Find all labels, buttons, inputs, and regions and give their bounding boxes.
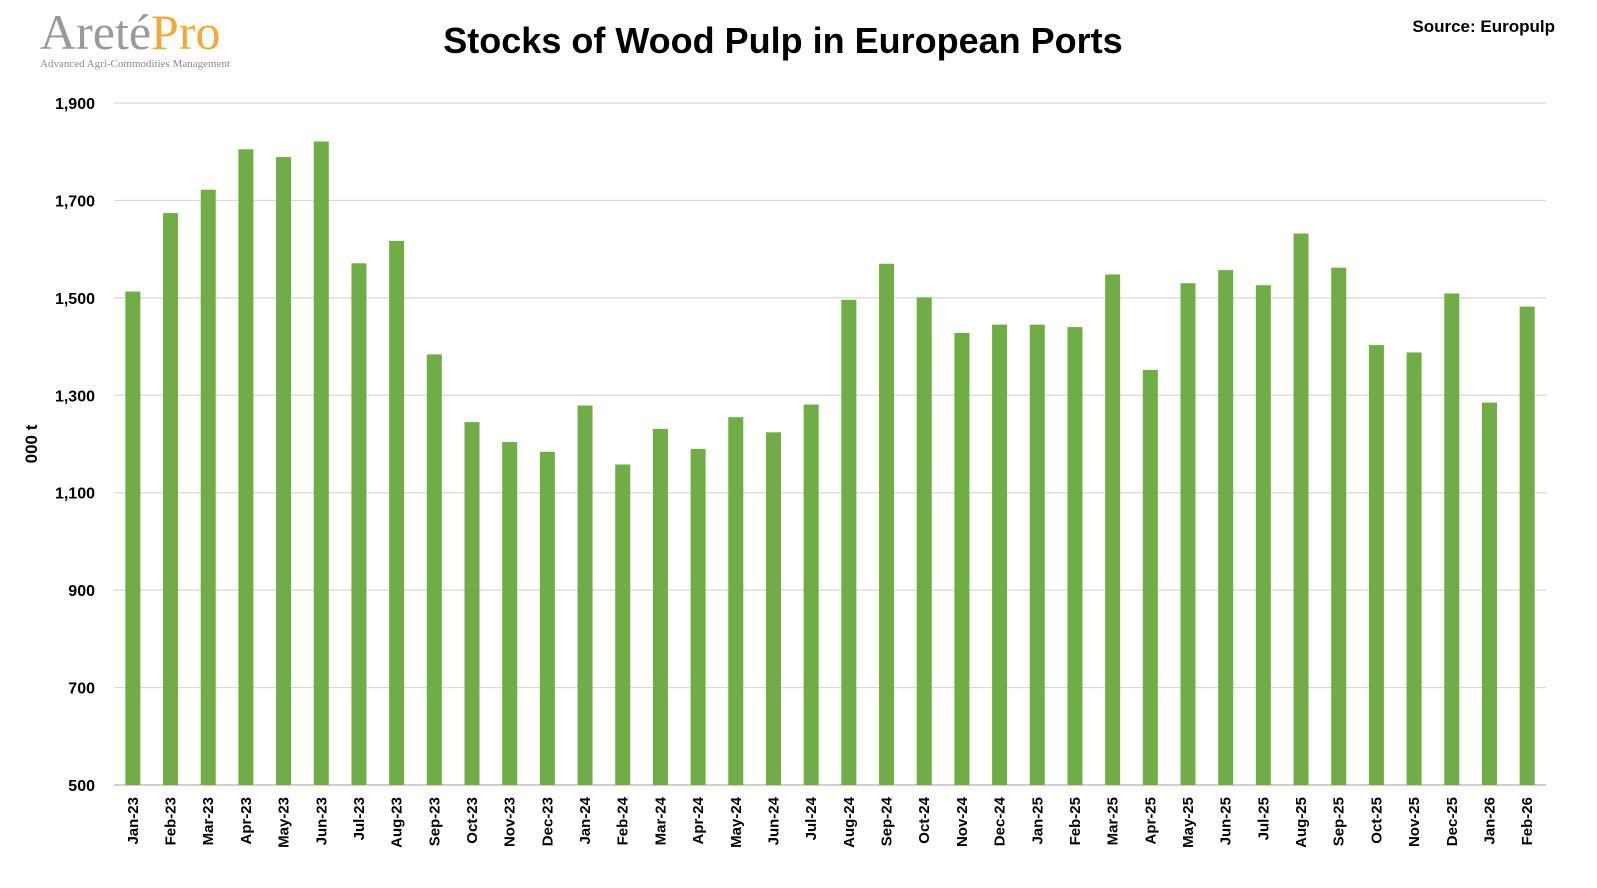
x-tick-label: Apr-25	[1142, 797, 1159, 845]
bar	[1255, 285, 1271, 785]
bar	[1519, 306, 1535, 785]
bar	[916, 297, 932, 785]
x-tick-label: Oct-25	[1368, 797, 1385, 844]
logo-arete-text: Areté	[40, 4, 152, 60]
bar	[765, 432, 781, 785]
x-tick-label: Aug-23	[389, 797, 406, 848]
bar	[803, 404, 819, 785]
x-tick-label: Jun-25	[1218, 797, 1235, 845]
x-tick-label: Nov-24	[954, 796, 971, 847]
bar	[389, 240, 405, 785]
bar	[1180, 283, 1196, 785]
x-tick-label: Jan-24	[577, 796, 594, 844]
bar	[351, 263, 367, 785]
x-tick-label: Dec-24	[992, 796, 1009, 846]
x-tick-label: Jul-25	[1255, 797, 1272, 840]
x-tick-label: Feb-23	[163, 797, 180, 845]
x-tick-label: Oct-24	[916, 796, 933, 843]
x-tick-label: Apr-23	[238, 797, 255, 845]
logo-pro-text: Pro	[151, 4, 221, 60]
x-tick-label: Jan-26	[1481, 797, 1498, 845]
bar	[690, 448, 706, 785]
bar	[539, 451, 555, 785]
x-tick-label: Jan-23	[125, 797, 142, 845]
x-tick-label: Mar-24	[652, 796, 669, 845]
bar	[1142, 369, 1158, 785]
x-tick-label: Mar-25	[1105, 797, 1122, 845]
chart-title: Stocks of Wood Pulp in European Ports	[443, 20, 1123, 61]
x-tick-label: Jun-23	[313, 797, 330, 845]
x-tick-label: Apr-24	[690, 796, 707, 844]
x-tick-label: Oct-23	[464, 797, 481, 844]
bar	[313, 141, 329, 786]
gridlines	[114, 102, 1546, 786]
bar	[879, 263, 895, 785]
x-tick-label: Dec-23	[539, 797, 556, 846]
x-tick-label: Aug-25	[1293, 797, 1310, 848]
bar	[652, 428, 668, 785]
bar	[276, 157, 292, 785]
y-axis-ticks: 500 700 900 1,100 1,300 1,500 1,700 1,900	[55, 96, 95, 795]
logo-tagline: Advanced Agri-Commodities Management	[40, 58, 231, 70]
bar	[1481, 402, 1497, 785]
y-tick-label: 1,700	[55, 193, 95, 210]
bar	[954, 332, 970, 785]
bar	[163, 213, 179, 785]
x-tick-label: Sep-24	[879, 796, 896, 846]
x-tick-label: Aug-24	[841, 796, 858, 847]
x-tick-label: May-24	[728, 796, 745, 848]
x-tick-label: Feb-24	[615, 796, 632, 845]
bar	[577, 405, 593, 785]
bar	[1444, 293, 1460, 785]
bar	[1029, 324, 1045, 785]
logo-wordmark: AretéPro	[40, 6, 221, 58]
x-tick-label: Nov-25	[1406, 797, 1423, 847]
y-tick-label: 1,500	[55, 291, 95, 308]
bar	[992, 324, 1008, 785]
aretepro-logo: AretéPro Advanced Agri-Commodities Manag…	[40, 6, 290, 70]
x-tick-label: Jul-23	[351, 797, 368, 840]
bar	[125, 291, 141, 785]
x-tick-label: May-23	[276, 797, 293, 848]
y-tick-label: 1,100	[55, 486, 95, 503]
bar	[728, 417, 744, 785]
bar	[200, 189, 216, 785]
bar	[1406, 352, 1422, 785]
bar	[1218, 270, 1234, 786]
bar	[1331, 267, 1347, 785]
y-axis-label: 000 t	[22, 424, 41, 463]
bar	[238, 149, 254, 785]
x-tick-label: Jan-25	[1029, 797, 1046, 845]
x-tick-label: Nov-23	[502, 797, 519, 847]
bars	[125, 141, 1535, 786]
x-tick-label: May-25	[1180, 797, 1197, 848]
x-tick-label: Feb-25	[1067, 797, 1084, 845]
x-axis-ticks: Jan-23 Feb-23 Mar-23 Apr-23 May-23 Jun-23 Jul-…	[125, 796, 1536, 848]
x-tick-label: Sep-23	[426, 797, 443, 846]
bar	[841, 299, 857, 785]
bar	[1293, 233, 1309, 785]
x-tick-label: Dec-25	[1444, 797, 1461, 846]
bar	[502, 442, 518, 785]
bar	[1368, 345, 1384, 785]
bar	[615, 464, 631, 785]
x-tick-label: Jun-24	[765, 796, 782, 845]
y-tick-label: 700	[68, 681, 95, 698]
y-tick-label: 1,900	[55, 96, 95, 113]
source-label: Source: Europulp	[1412, 17, 1555, 36]
bar	[1067, 327, 1083, 785]
x-tick-label: Feb-26	[1519, 797, 1536, 845]
bar	[1105, 274, 1121, 785]
y-tick-label: 500	[68, 778, 95, 795]
x-tick-label: Jul-24	[803, 796, 820, 840]
bar	[464, 422, 480, 785]
x-tick-label: Mar-23	[200, 797, 217, 845]
y-tick-label: 900	[68, 583, 95, 600]
bar	[426, 354, 442, 785]
y-tick-label: 1,300	[55, 388, 95, 405]
x-tick-label: Sep-25	[1331, 797, 1348, 846]
